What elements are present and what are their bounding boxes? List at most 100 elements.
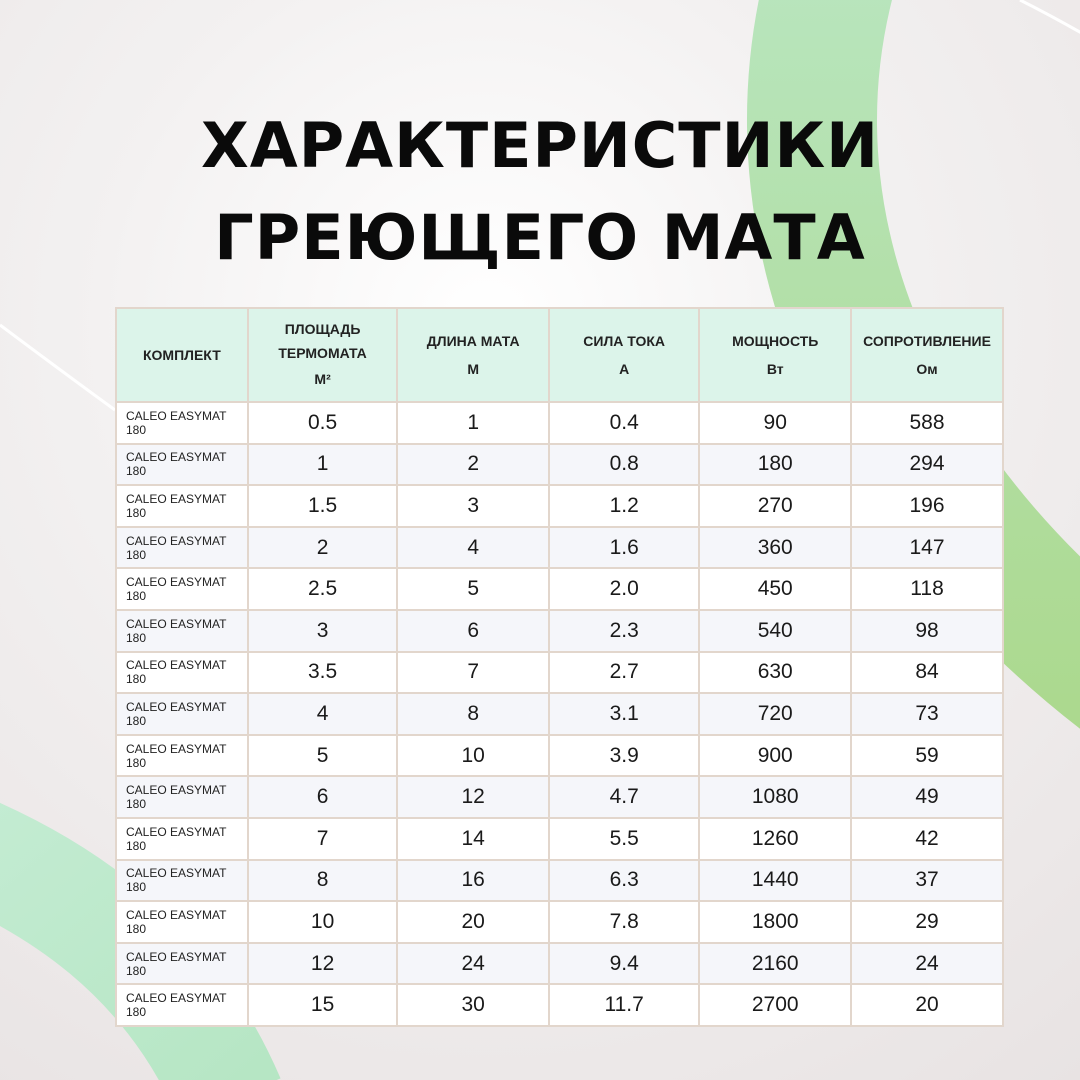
value-cell: 10 [396,733,550,778]
value-cell: 540 [698,608,853,653]
value-cell: 37 [850,858,1004,903]
value-cell: 84 [850,650,1004,695]
table-row: CALEO EASYMAT 180 5 10 3.9 900 59 [115,733,1004,778]
value-cell: 2 [396,442,550,487]
title-line-2: ГРЕЮЩЕГО МАТА [214,201,866,274]
value-cell: 15 [246,983,399,1027]
column-header: ПЛОЩАДЬ ТЕРМОМАТА М² [246,307,399,403]
kit-name-cell: CALEO EASYMAT 180 [115,733,249,778]
value-cell: 3 [246,608,399,653]
kit-name-cell: CALEO EASYMAT 180 [115,775,249,819]
value-cell: 4 [246,692,399,736]
value-cell: 6 [246,775,399,819]
value-cell: 6.3 [547,858,701,903]
value-cell: 2 [246,525,399,570]
title-line-1: ХАРАКТЕРИСТИКИ [200,109,880,182]
column-header-unit: Вт [766,361,784,377]
value-cell: 360 [698,525,853,570]
value-cell: 14 [396,816,550,861]
table-header-row: КОМПЛЕКТ ПЛОЩАДЬ ТЕРМОМАТА М² ДЛИНА МАТА М СИ… [115,307,1004,403]
table-row: CALEO EASYMAT 180 7 14 5.5 1260 42 [115,816,1004,861]
value-cell: 7 [246,816,399,861]
specs-table: КОМПЛЕКТ ПЛОЩАДЬ ТЕРМОМАТА М² ДЛИНА МАТА М СИ… [115,307,1004,1027]
value-cell: 1080 [698,775,853,819]
value-cell: 900 [698,733,853,778]
table-row: CALEO EASYMAT 180 1.5 3 1.2 270 196 [115,484,1004,528]
green-arc-left [0,802,281,1080]
value-cell: 30 [396,983,550,1027]
column-header-unit: М [467,361,480,377]
value-cell: 118 [850,567,1004,611]
value-cell: 98 [850,608,1004,653]
value-cell: 5.5 [547,816,701,861]
kit-name-cell: CALEO EASYMAT 180 [115,567,249,611]
table-row: CALEO EASYMAT 180 6 12 4.7 1080 49 [115,775,1004,819]
value-cell: 1800 [698,900,853,944]
table-row: CALEO EASYMAT 180 3 6 2.3 540 98 [115,608,1004,653]
value-cell: 2160 [698,941,853,986]
value-cell: 2.7 [547,650,701,695]
value-cell: 0.4 [547,401,701,445]
white-line-top [1019,0,1080,34]
value-cell: 196 [850,484,1004,528]
kit-name-cell: CALEO EASYMAT 180 [115,484,249,528]
column-header-unit: Ом [916,361,938,377]
value-cell: 42 [850,816,1004,861]
value-cell: 11.7 [547,983,701,1027]
value-cell: 24 [850,941,1004,986]
column-header-label: ПЛОЩАДЬ ТЕРМОМАТА [278,321,367,361]
table-row: CALEO EASYMAT 180 10 20 7.8 1800 29 [115,900,1004,944]
value-cell: 2.5 [246,567,399,611]
value-cell: 1440 [698,858,853,903]
column-header-label: ДЛИНА МАТА [426,333,520,349]
kit-name-cell: CALEO EASYMAT 180 [115,858,249,903]
kit-name-cell: CALEO EASYMAT 180 [115,401,249,445]
value-cell: 16 [396,858,550,903]
column-header: МОЩНОСТЬ Вт [698,307,853,403]
value-cell: 4.7 [547,775,701,819]
value-cell: 2.3 [547,608,701,653]
column-header-label: КОМПЛЕКТ [142,347,221,363]
value-cell: 630 [698,650,853,695]
kit-name-cell: CALEO EASYMAT 180 [115,650,249,695]
value-cell: 7.8 [547,900,701,944]
kit-name-cell: CALEO EASYMAT 180 [115,816,249,861]
value-cell: 12 [396,775,550,819]
page-title: ХАРАКТЕРИСТИКИ ГРЕЮЩЕГО МАТА [0,100,1080,284]
value-cell: 5 [396,567,550,611]
table-row: CALEO EASYMAT 180 2 4 1.6 360 147 [115,525,1004,570]
kit-name-cell: CALEO EASYMAT 180 [115,983,249,1027]
value-cell: 6 [396,608,550,653]
value-cell: 0.5 [246,401,399,445]
value-cell: 3.9 [547,733,701,778]
column-header-label: СОПРОТИВЛЕНИЕ [863,333,991,349]
kit-name-cell: CALEO EASYMAT 180 [115,608,249,653]
column-header: СОПРОТИВЛЕНИЕ Ом [850,307,1004,403]
value-cell: 90 [698,401,853,445]
value-cell: 4 [396,525,550,570]
value-cell: 588 [850,401,1004,445]
value-cell: 450 [698,567,853,611]
column-header: КОМПЛЕКТ [115,307,249,403]
table-row: CALEO EASYMAT 180 8 16 6.3 1440 37 [115,858,1004,903]
table-row: CALEO EASYMAT 180 15 30 11.7 2700 20 [115,983,1004,1027]
value-cell: 12 [246,941,399,986]
value-cell: 10 [246,900,399,944]
column-header: ДЛИНА МАТА М [396,307,550,403]
value-cell: 8 [246,858,399,903]
value-cell: 3.1 [547,692,701,736]
value-cell: 20 [850,983,1004,1027]
value-cell: 59 [850,733,1004,778]
value-cell: 2.0 [547,567,701,611]
value-cell: 147 [850,525,1004,570]
kit-name-cell: CALEO EASYMAT 180 [115,900,249,944]
value-cell: 1.6 [547,525,701,570]
value-cell: 9.4 [547,941,701,986]
value-cell: 1260 [698,816,853,861]
value-cell: 7 [396,650,550,695]
table-row: CALEO EASYMAT 180 2.5 5 2.0 450 118 [115,567,1004,611]
table-row: CALEO EASYMAT 180 0.5 1 0.4 90 588 [115,401,1004,445]
value-cell: 8 [396,692,550,736]
value-cell: 2700 [698,983,853,1027]
kit-name-cell: CALEO EASYMAT 180 [115,692,249,736]
